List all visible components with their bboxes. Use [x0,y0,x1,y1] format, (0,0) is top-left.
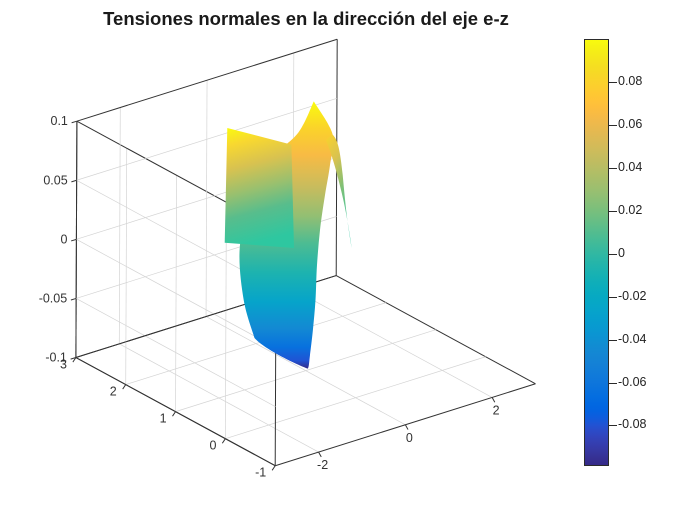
svg-text:-0.05: -0.05 [39,291,68,305]
svg-text:-1: -1 [255,466,266,480]
svg-text:0.05: 0.05 [43,173,67,187]
svg-text:2: 2 [110,385,117,399]
svg-text:2: 2 [493,403,500,417]
svg-text:0.1: 0.1 [51,114,68,128]
svg-text:0: 0 [60,232,67,246]
svg-text:-2: -2 [317,458,328,472]
svg-text:3: 3 [60,358,67,372]
svg-text:0: 0 [406,431,413,445]
svg-text:1: 1 [160,412,167,426]
svg-text:0: 0 [209,439,216,453]
